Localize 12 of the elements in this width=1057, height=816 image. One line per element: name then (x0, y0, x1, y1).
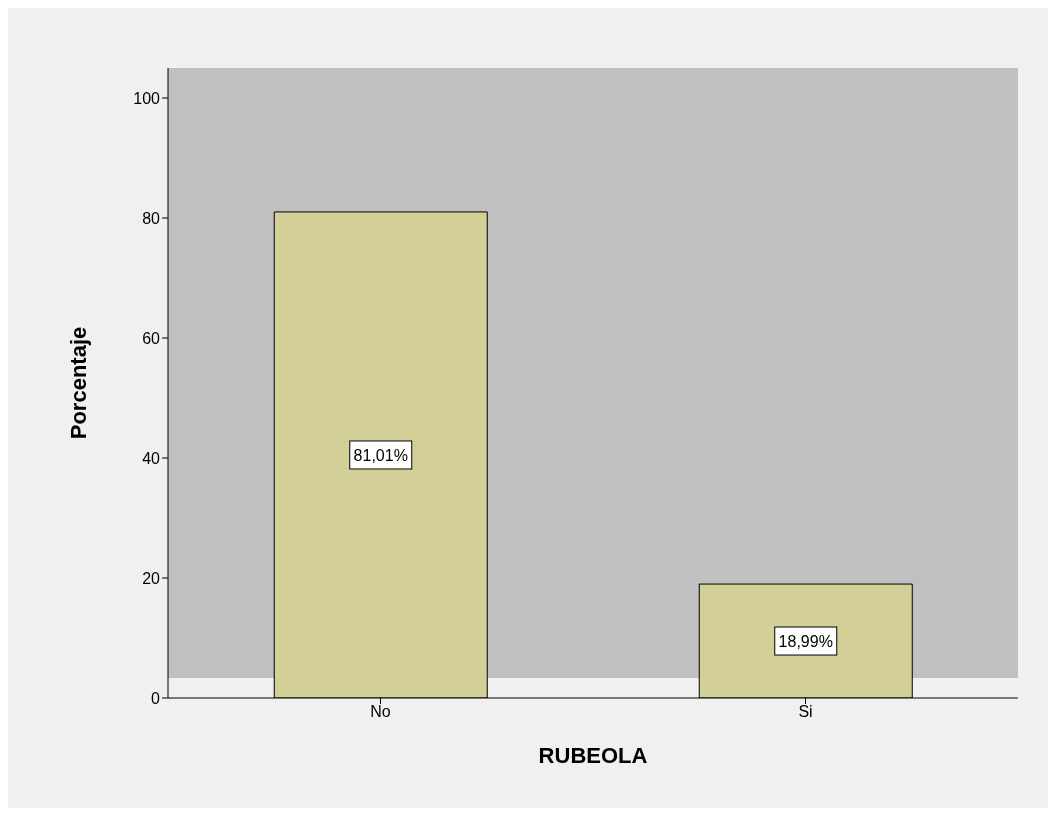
data-label: 81,01% (353, 446, 408, 464)
y-tick-label: 0 (151, 689, 161, 707)
y-tick-label: 80 (142, 209, 161, 227)
x-tick-label: Si (798, 703, 813, 721)
y-tick-label: 40 (142, 449, 161, 467)
y-tick-label: 60 (142, 329, 161, 347)
y-tick-label: 100 (133, 89, 161, 107)
y-axis-title: Porcentaje (65, 326, 91, 440)
x-tick-label: No (370, 703, 391, 721)
data-label: 18,99% (778, 633, 833, 651)
x-axis-title: RUBEOLA (538, 743, 648, 768)
y-tick-label: 20 (142, 569, 161, 587)
